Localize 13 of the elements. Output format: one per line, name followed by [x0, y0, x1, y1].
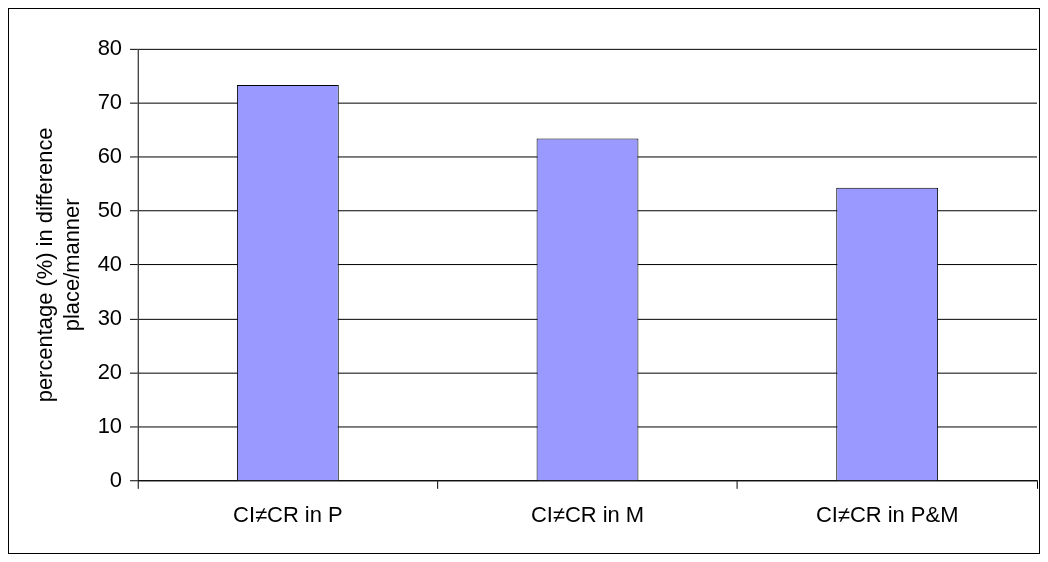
- y-tick-label: 20: [97, 358, 123, 384]
- y-tick-label: 30: [97, 304, 123, 330]
- y-tick-label: 70: [97, 88, 123, 114]
- x-tick-label: CI≠CR in P: [233, 501, 343, 527]
- y-tick-label: 0: [109, 466, 123, 492]
- x-tick-label: CI≠CR in M: [530, 501, 645, 527]
- x-tick-label: CI≠CR in P&M: [815, 501, 959, 527]
- y-axis-title: percentage (%) in difference place/manner: [32, 127, 84, 403]
- y-tick-label: 10: [97, 412, 123, 438]
- y-tick-label: 60: [97, 142, 123, 168]
- y-tick-label: 40: [97, 250, 123, 276]
- y-tick-label: 50: [97, 196, 123, 222]
- y-tick-label: 80: [97, 34, 123, 60]
